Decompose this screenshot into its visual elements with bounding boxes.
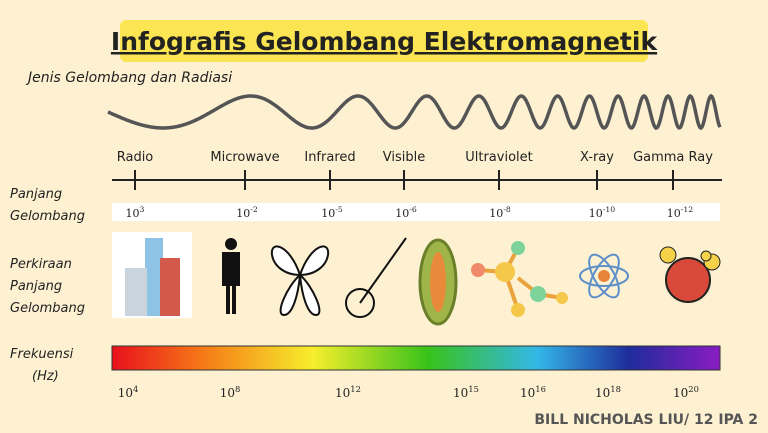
row-label: (Hz) [32,369,59,384]
power-base: 10 [520,386,535,400]
building [125,268,147,316]
building [160,258,180,316]
power-label: 108 [220,384,241,400]
power-exponent: -6 [409,205,417,214]
building [145,238,163,316]
particle [700,250,712,262]
atom [471,263,485,277]
wavelength-band [112,203,720,221]
power-label: 10-5 [321,205,343,220]
author: BILL NICHOLAS LIU/ 12 IPA 2 [534,412,758,428]
wave-name: Infrared [304,150,355,165]
person-body [222,252,240,314]
power-label: 1015 [453,384,479,400]
power-label: 10-10 [589,205,615,220]
row-label: Gelombang [10,209,85,224]
power-exponent: -10 [603,205,615,214]
atom [530,286,546,302]
person-head [225,238,237,250]
row-label: Perkiraan [10,257,72,272]
power-label: 103 [126,205,145,220]
power-base: 10 [335,386,350,400]
power-base: 10 [673,386,688,400]
wave-name: X-ray [580,150,614,165]
wave-name: Ultraviolet [465,150,533,165]
title: Infografis Gelombang Elektromagnetik [111,27,659,56]
wave-name: Microwave [210,150,279,165]
power-exponent: 18 [610,384,621,394]
wave [107,93,722,131]
power-exponent: 4 [133,384,138,394]
particle [659,246,677,264]
butterfly [270,245,330,317]
gamma-nucleus [665,257,711,303]
title-highlight [120,20,648,62]
power-base: 10 [126,207,140,220]
power-label: 1018 [595,384,621,400]
power-exponent: -8 [503,205,511,214]
wave-name: Visible [383,150,425,165]
power-label: 10-6 [395,205,417,220]
power-exponent: 20 [688,384,699,394]
spectrum-bar [111,345,721,371]
atom [495,262,515,282]
power-label: 1016 [520,384,546,400]
power-base: 10 [595,386,610,400]
atom [511,241,525,255]
power-exponent: 8 [235,384,240,394]
power-label: 1012 [335,384,361,400]
power-base: 10 [667,207,681,220]
power-exponent: 3 [140,205,145,214]
subtitle: Jenis Gelombang dan Radiasi [25,70,232,86]
nucleus [598,270,610,282]
power-label: 1020 [673,384,699,400]
power-exponent: -5 [335,205,343,214]
row-label: Panjang [10,187,62,202]
atom [511,303,525,317]
row-label: Panjang [10,279,62,294]
orbit [579,253,629,299]
wave-name: Gamma Ray [633,150,713,165]
power-label: 10-2 [236,205,258,220]
needle-eye [345,288,375,318]
wave-name: Radio [117,150,154,165]
row-label: Gelombang [10,301,85,316]
icons [112,232,721,326]
power-exponent: 15 [468,384,479,394]
power-base: 10 [220,386,235,400]
bacteria-core [430,252,446,312]
needle [359,237,407,304]
power-base: 10 [395,207,409,220]
power-exponent: -12 [681,205,693,214]
power-base: 10 [589,207,603,220]
power-base: 10 [321,207,335,220]
atom [556,292,568,304]
power-label: 104 [118,384,139,400]
power-base: 10 [489,207,503,220]
power-label: 10-8 [489,205,511,220]
power-base: 10 [118,386,133,400]
power-exponent: 16 [535,384,546,394]
power-exponent: 12 [350,384,361,394]
power-label: 10-12 [667,205,693,220]
power-exponent: -2 [250,205,258,214]
power-base: 10 [236,207,250,220]
power-base: 10 [453,386,468,400]
row-label: Frekuensi [10,347,74,362]
